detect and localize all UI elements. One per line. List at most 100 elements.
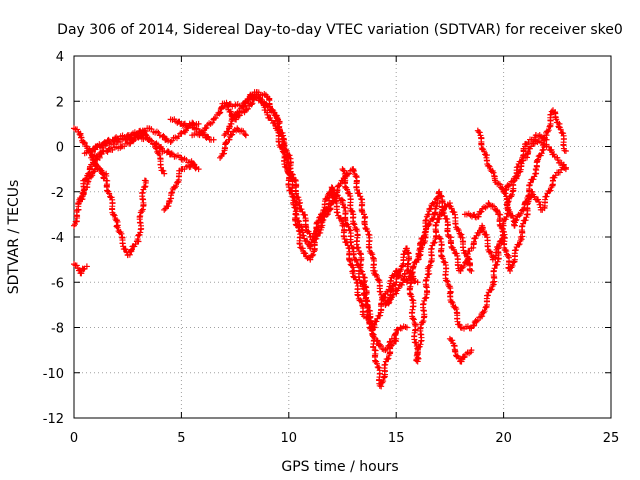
point-trail (211, 100, 226, 122)
point-trail (511, 157, 527, 182)
point-trail (475, 200, 492, 220)
point-trail (318, 200, 334, 229)
point-trail (287, 155, 304, 206)
series-arc-14 (339, 166, 410, 390)
point-trail (179, 120, 193, 130)
y-tick-label: -10 (43, 367, 64, 382)
point-trail (457, 248, 473, 272)
point-trail (393, 245, 409, 286)
x-tick-label: 15 (388, 431, 405, 446)
point-trail (541, 177, 556, 212)
point-trail (329, 177, 345, 205)
point-trail (71, 207, 81, 228)
point-trail (200, 116, 217, 136)
series-arc-2 (71, 261, 90, 277)
point-trail (424, 212, 443, 272)
point-trail (447, 293, 463, 328)
data-point (242, 132, 249, 139)
point-trail (524, 137, 540, 161)
point-trail (159, 132, 172, 144)
point-trail (93, 163, 108, 182)
point-trail (104, 143, 124, 155)
point-trail (82, 163, 93, 183)
point-trail (392, 270, 409, 295)
y-tick-label: 2 (56, 95, 64, 110)
point-trail (309, 223, 322, 240)
y-tick-label: -2 (51, 186, 64, 201)
data-point (414, 279, 421, 286)
point-trail (163, 148, 183, 161)
series-arc-15 (382, 200, 475, 365)
series-arc-18 (446, 335, 475, 365)
y-axis-label: SDTVAR / TECUs (6, 180, 22, 295)
point-trail (266, 95, 281, 125)
point-trail (555, 123, 568, 154)
axis-ticks: 0 5 10 15 20 25 -12 -10 -8 -6 -4 -2 0 2 4 (43, 50, 620, 446)
point-trail (78, 265, 88, 277)
point-trail (458, 349, 474, 365)
point-trail (501, 190, 518, 228)
point-trail (162, 197, 173, 212)
point-trail (415, 211, 431, 262)
data-point (562, 166, 569, 173)
point-trail (383, 268, 399, 296)
point-trail (533, 134, 548, 170)
point-trail (447, 234, 463, 274)
point-trail (361, 213, 378, 274)
point-trail (94, 136, 113, 149)
point-trail (218, 138, 230, 160)
series-arc-13 (217, 125, 249, 161)
y-tick-label: -12 (43, 412, 64, 427)
point-trail (360, 281, 378, 351)
point-trail (478, 225, 497, 261)
point-trail (483, 157, 498, 182)
data-point (234, 125, 241, 132)
y-tick-label: -4 (51, 231, 64, 246)
series-arc-4 (75, 161, 150, 259)
x-axis-label: GPS time / hours (281, 459, 398, 475)
point-trail (448, 337, 464, 365)
x-tick-label: 25 (603, 431, 620, 446)
point-trail (228, 111, 240, 127)
point-trail (126, 238, 140, 258)
point-trail (90, 147, 107, 161)
point-trail (349, 214, 369, 284)
point-trail (152, 144, 167, 174)
data-point (83, 263, 90, 270)
point-trail (191, 161, 200, 172)
point-trail (545, 143, 558, 160)
series-arc-20 (474, 127, 569, 195)
point-trail (436, 190, 452, 240)
x-tick-label: 10 (281, 431, 298, 446)
point-trail (414, 270, 433, 362)
series-arc-16 (414, 188, 508, 274)
x-tick-label: 0 (70, 431, 78, 446)
point-trail (377, 338, 394, 388)
point-trail (506, 235, 525, 272)
y-tick-label: 4 (56, 50, 64, 65)
series-arc-8 (161, 161, 202, 213)
data-point (562, 148, 569, 155)
point-trail (119, 134, 139, 150)
data-point (141, 177, 148, 184)
data-point (221, 132, 228, 139)
point-trail (543, 108, 555, 136)
data-point (161, 170, 168, 177)
point-trail (243, 91, 258, 113)
series-arc-7 (92, 127, 168, 177)
point-trail (551, 109, 561, 126)
point-trail (76, 185, 88, 205)
x-tick-label: 20 (495, 431, 512, 446)
point-trail (295, 200, 314, 240)
point-trail (113, 223, 131, 258)
data-point (210, 136, 217, 143)
point-trail (478, 281, 497, 317)
data-points (71, 88, 569, 390)
y-tick-label: -8 (51, 322, 64, 337)
point-trail (226, 126, 240, 143)
point-trail (371, 347, 383, 389)
data-point (468, 267, 475, 274)
series-arc-17 (436, 132, 550, 332)
chart-title: Day 306 of 2014, Sidereal Day-to-day VTE… (57, 22, 623, 38)
data-point (161, 206, 168, 213)
